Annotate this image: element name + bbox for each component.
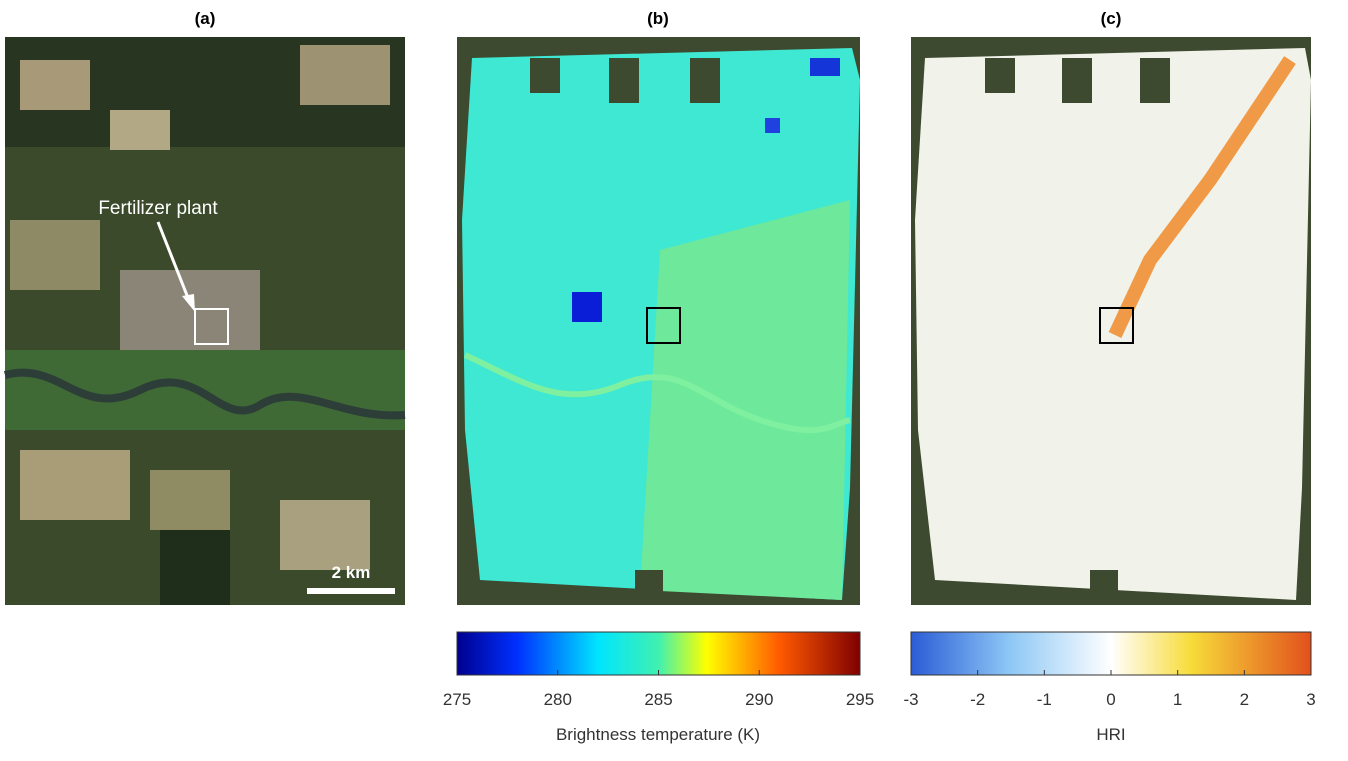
temperature-map	[457, 37, 860, 605]
annotation: Fertilizer plant	[98, 198, 218, 219]
colorbar-tick-label: 285	[644, 690, 672, 709]
colorbar-tick-label: 0	[1106, 690, 1115, 709]
colorbar-tick-label: 295	[846, 690, 874, 709]
panel-label: (c)	[1101, 9, 1122, 28]
colorbar-tick-label: 275	[443, 690, 471, 709]
colorbar-tick-label: 3	[1306, 690, 1315, 709]
colorbar-tick-label: 290	[745, 690, 773, 709]
colorbar-tick-label: 280	[544, 690, 572, 709]
colorbar-tick-label: -2	[970, 690, 985, 709]
colorbar-tick-label: 1	[1173, 690, 1182, 709]
colorbar-title: HRI	[1096, 725, 1125, 744]
colorbar-tick-label: -1	[1037, 690, 1052, 709]
colorbar	[910, 631, 1312, 676]
panel-label: (b)	[647, 9, 669, 28]
satellite-image	[3, 37, 406, 605]
colorbar-tick-label: -3	[903, 690, 918, 709]
scale-bar-label: 2 km	[332, 563, 371, 582]
colorbar	[456, 631, 861, 676]
colorbar-tick-label: 2	[1240, 690, 1249, 709]
hri-map	[911, 37, 1311, 605]
panel-label: (a)	[195, 9, 216, 28]
colorbar-title: Brightness temperature (K)	[556, 725, 760, 744]
